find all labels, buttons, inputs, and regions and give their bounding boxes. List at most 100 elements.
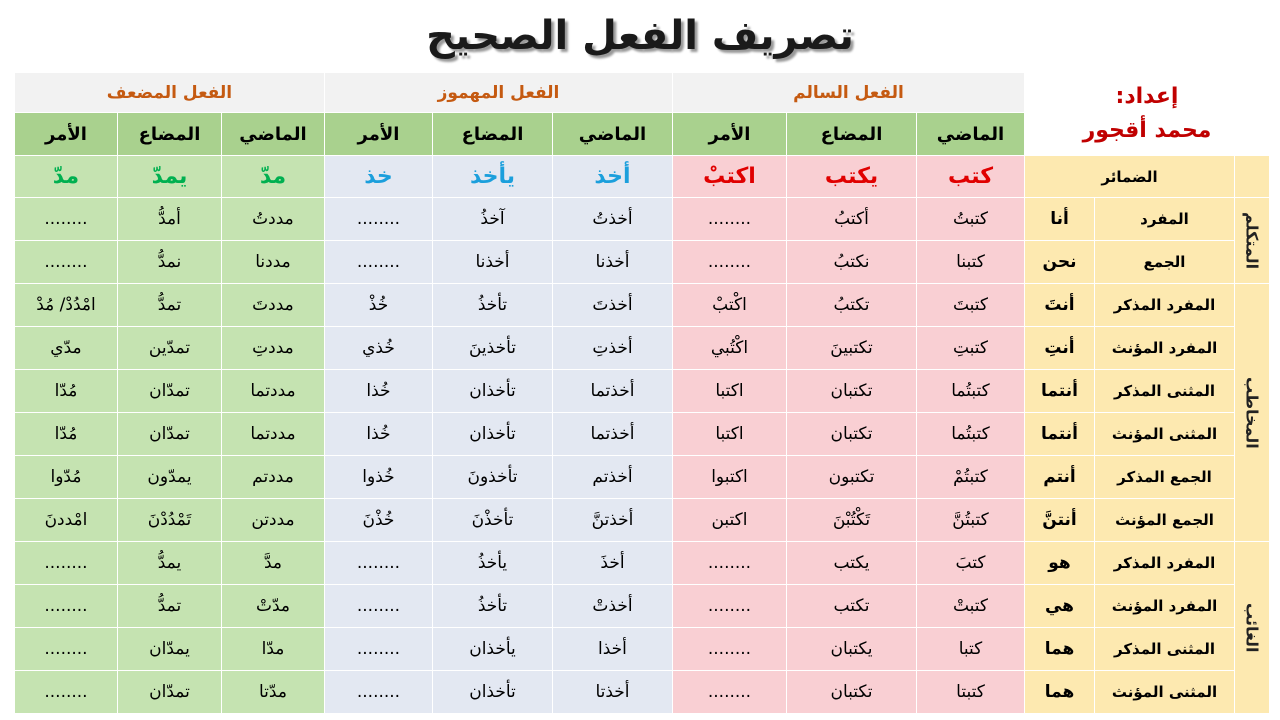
conjugation: مددتما — [220, 369, 325, 413]
conjugation: كتبتُما — [915, 412, 1025, 456]
conjugation: أخذا — [551, 627, 673, 671]
blank — [1234, 155, 1270, 198]
conjugation: نكتبُ — [785, 240, 917, 284]
tense: الماضي — [220, 112, 325, 156]
conjugation: مدَّ — [220, 541, 325, 585]
example: مدّ — [13, 155, 118, 198]
conjugation: تمدُّ — [116, 584, 222, 628]
conjugation: خُذْ — [323, 283, 433, 327]
conjugation: مدّتا — [220, 670, 325, 714]
conjugation: اكتبا — [671, 369, 787, 413]
conjugation: تأخذينَ — [431, 326, 553, 370]
conjugation: أخذنا — [551, 240, 673, 284]
pronoun: أنتما — [1023, 369, 1096, 413]
tense: الأمر — [323, 112, 433, 156]
pronoun: أنتما — [1023, 412, 1096, 456]
conjugation: مُدّوا — [13, 455, 118, 499]
conjugation: ........ — [323, 541, 433, 585]
tense: المضاع — [785, 112, 917, 156]
pronoun: هما — [1023, 627, 1096, 671]
conjugation: يأخذُ — [431, 541, 553, 585]
conjugation: تأخذونَ — [431, 455, 553, 499]
conjugation: يمدُّ — [116, 541, 222, 585]
pronoun: أنتَ — [1023, 283, 1096, 327]
row: الجمع المذكر أنتم كتبتُمْ تكتبون اكتبوا أخذتم… — [13, 455, 1269, 499]
row: المفرد المؤنث أنتِ كتبتِ تكتبينَ اكْتُبي أخذت… — [13, 326, 1269, 370]
conjugation: أمدُّ — [116, 197, 222, 241]
pronoun: هو — [1023, 541, 1096, 585]
conjugation: أخذتنَّ — [551, 498, 673, 542]
verb-group: الفعل السالم — [671, 72, 1025, 113]
conjugation: اكْتُبي — [671, 326, 787, 370]
pronoun: هما — [1023, 670, 1096, 714]
conjugation: كتبَ — [915, 541, 1025, 585]
verb-group: الفعل المضعف — [13, 72, 325, 113]
verb-group: الفعل المهموز — [323, 72, 673, 113]
conjugation: نمدُّ — [116, 240, 222, 284]
tense: المضاع — [431, 112, 553, 156]
tense: الماضي — [551, 112, 673, 156]
conjugation: مددتِ — [220, 326, 325, 370]
conjugation: تمدّين — [116, 326, 222, 370]
conjugation: كتبتَ — [915, 283, 1025, 327]
pronouns-header: الضمائر — [1023, 155, 1236, 198]
conjugation: مددتن — [220, 498, 325, 542]
person: الجمع المذكر — [1094, 455, 1235, 499]
conjugation: تكتبان — [785, 670, 917, 714]
pronoun: أنتِ — [1023, 326, 1096, 370]
row: المثنى المذكر هما كتبا يكتبان........ أخذا يأ… — [13, 627, 1269, 671]
conjugation: أكتبُ — [785, 197, 917, 241]
conjugation: مدّي — [13, 326, 118, 370]
conjugation: تكتبُ — [785, 283, 917, 327]
conjugation: أخذتم — [551, 455, 673, 499]
conjugation: كتبتْ — [915, 584, 1025, 628]
person-group: المخاطب — [1234, 283, 1270, 542]
person: المثنى المذكر — [1094, 627, 1235, 671]
row: الغائب المفرد المذكر هو كتبَ يكتب........ أخذ… — [13, 541, 1270, 714]
conjugation: ........ — [671, 541, 787, 585]
pronoun: أنتنَّ — [1023, 498, 1096, 542]
pronoun: نحن — [1023, 240, 1096, 284]
conjugation: كتبا — [915, 627, 1025, 671]
conjugation: تأخذان — [431, 412, 553, 456]
conjugation: مددتما — [220, 412, 325, 456]
conjugation: تكتبون — [785, 455, 917, 499]
pronoun: هي — [1023, 584, 1096, 628]
conjugation: خُذي — [323, 326, 433, 370]
conjugation: آخذُ — [431, 197, 553, 241]
conjugation: مدّتْ — [220, 584, 325, 628]
row: المثنى المؤنث هما كتبتا تكتبان........ أخذتا… — [13, 670, 1269, 714]
conjugation: مددتُ — [220, 197, 325, 241]
conjugation: أخذتِ — [551, 326, 673, 370]
conjugation: يمدّون — [116, 455, 222, 499]
tense: الأمر — [671, 112, 787, 156]
row: المخاطب المفرد المذكر أنتَ كتبتَ تكتبُ اكْتبْ… — [13, 283, 1270, 542]
conjugation: كتبتُنَّ — [915, 498, 1025, 542]
conjugation: أخذتَ — [551, 283, 673, 327]
conjugation: كتبتُما — [915, 369, 1025, 413]
conjugation: تأخذُ — [431, 584, 553, 628]
conjugation: تكتبينَ — [785, 326, 917, 370]
tense-row: الماضي المضاع الأمر الماضي المضاع الأمر الماضي… — [13, 112, 1269, 156]
conjugation: تكتبان — [785, 369, 917, 413]
conjugation: خُذوا — [323, 455, 433, 499]
person: المفرد — [1094, 197, 1235, 241]
conjugation: يكتب — [785, 541, 917, 585]
example: اكتبْ — [671, 155, 787, 198]
conjugation: ........ — [13, 240, 118, 284]
conjugation: امْدُدْ/ مُدْ — [13, 283, 118, 327]
conjugation: تأخذان — [431, 369, 553, 413]
example: يكتب — [785, 155, 917, 198]
example: كتب — [915, 155, 1025, 198]
conjugation: تمدّان — [116, 412, 222, 456]
conjugation: اكتبن — [671, 498, 787, 542]
conjugation: أخذتْ — [551, 584, 673, 628]
row: المثنى المذكر أنتما كتبتُما تكتبان اكتبا أخذت… — [13, 369, 1269, 413]
person: المثنى المؤنث — [1094, 670, 1235, 714]
conjugation: تمدّان — [116, 670, 222, 714]
example: يأخذ — [431, 155, 553, 198]
author: محمد أقجور — [1082, 118, 1212, 143]
person: المفرد المذكر — [1094, 541, 1235, 585]
tense: الأمر — [13, 112, 118, 156]
